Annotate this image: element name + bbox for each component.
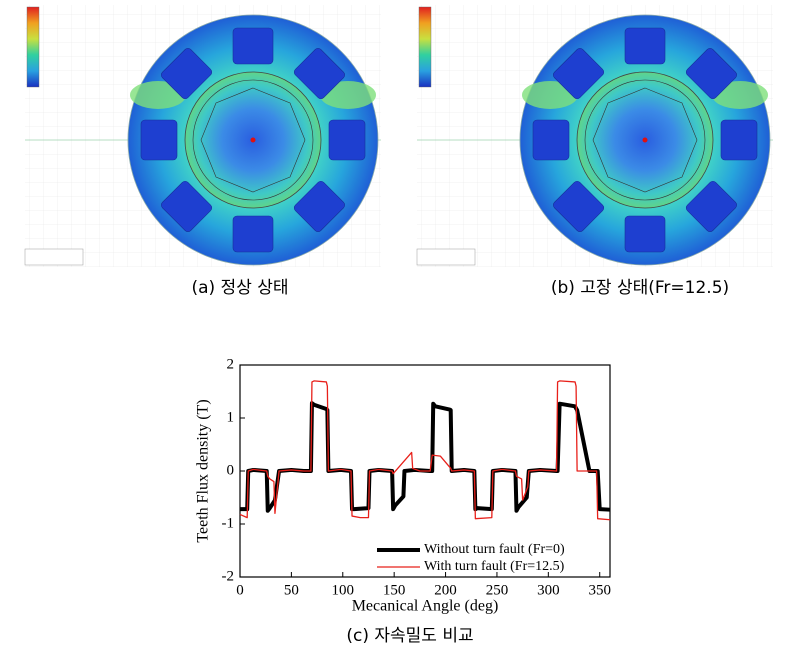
- panel-caption: (b) 고장 상태(Fr=12.5): [551, 278, 729, 298]
- panel-caption: (a) 정상 상태: [191, 278, 288, 298]
- data-line: [240, 401, 611, 513]
- fem-image: [416, 4, 774, 268]
- fem-image: [24, 4, 382, 268]
- x-tick-label: 300: [537, 582, 560, 598]
- x-tick-label: 100: [332, 582, 355, 598]
- x-tick-label: 0: [236, 582, 244, 598]
- y-tick-label: 0: [227, 462, 235, 478]
- y-tick-label: 2: [227, 356, 235, 372]
- data-line: [239, 380, 611, 521]
- legend-label: With turn fault (Fr=12.5): [424, 559, 565, 574]
- x-tick-label: 150: [383, 582, 406, 598]
- x-tick-label: 350: [588, 582, 611, 598]
- x-tick-label: 250: [486, 582, 509, 598]
- chart-caption: (c) 자속밀도 비교: [346, 626, 473, 646]
- x-axis-label: Mecanical Angle (deg): [352, 598, 499, 615]
- y-tick-label: -1: [222, 515, 235, 531]
- legend-label: Without turn fault (Fr=0): [424, 542, 565, 557]
- x-tick-label: 50: [284, 582, 299, 598]
- x-tick-label: 200: [434, 582, 457, 598]
- y-tick-label: -2: [222, 568, 235, 584]
- y-axis-label: Teeth Flux density (T): [195, 399, 212, 542]
- y-tick-label: 1: [227, 409, 235, 425]
